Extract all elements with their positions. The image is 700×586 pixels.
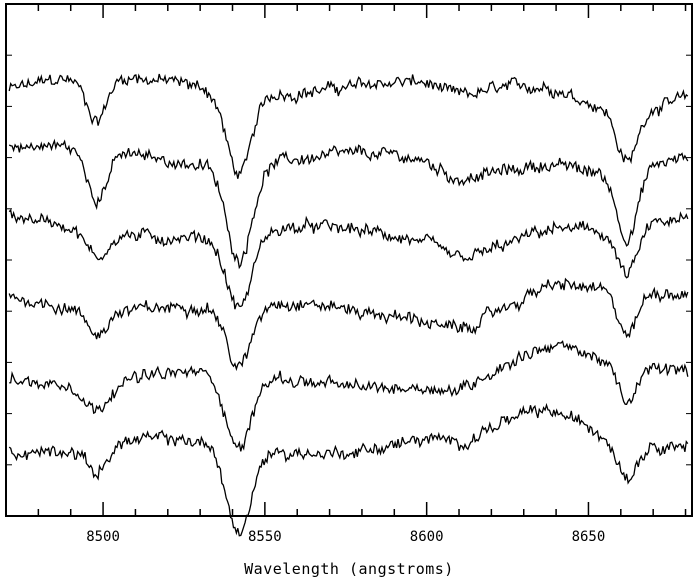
spectrum-line-3: [8, 208, 689, 310]
x-tick-label-8550: 8550: [248, 529, 282, 545]
x-tick-label-8650: 8650: [572, 529, 606, 545]
x-tick-label-8600: 8600: [410, 529, 444, 545]
plot-frame: [5, 3, 693, 517]
spectrum-line-5: [9, 340, 689, 452]
series-group: [8, 73, 689, 537]
x-tick-label-8500: 8500: [86, 529, 120, 545]
spectrum-line-1: [8, 73, 689, 179]
spectrum-line-2: [8, 138, 689, 270]
spectrum-line-6: [8, 402, 689, 537]
ticks-group: 8500 8550 8600 8650: [5, 4, 692, 545]
spectrum-line-4: [8, 277, 689, 372]
x-axis-title: Wavelength (angstroms): [244, 560, 454, 578]
